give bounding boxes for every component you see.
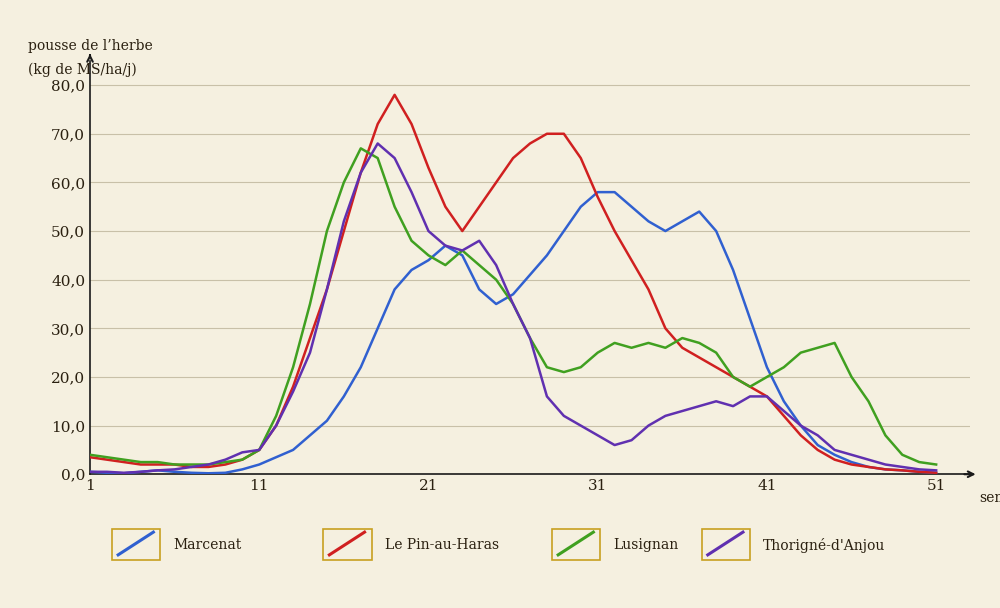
Text: Thorigné-d'Anjou: Thorigné-d'Anjou	[763, 538, 886, 553]
FancyBboxPatch shape	[702, 529, 750, 560]
Text: (kg de MS/ha/j): (kg de MS/ha/j)	[28, 63, 137, 77]
FancyBboxPatch shape	[323, 529, 372, 560]
Text: Marcenat: Marcenat	[174, 538, 242, 552]
Text: pousse de l’herbe: pousse de l’herbe	[28, 38, 153, 52]
FancyBboxPatch shape	[112, 529, 160, 560]
Text: semaine: semaine	[979, 491, 1000, 505]
Text: Lusignan: Lusignan	[614, 538, 679, 552]
FancyBboxPatch shape	[552, 529, 600, 560]
Text: Le Pin-au-Haras: Le Pin-au-Haras	[385, 538, 499, 552]
